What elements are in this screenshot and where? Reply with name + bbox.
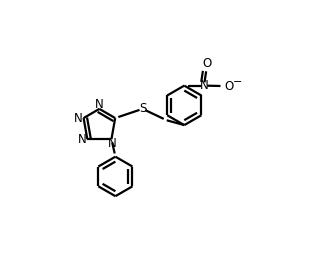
Text: −: − [233, 77, 242, 87]
Text: N: N [78, 133, 86, 146]
Text: O: O [202, 57, 211, 70]
Text: N: N [108, 138, 117, 151]
Text: O: O [225, 80, 234, 93]
Text: N: N [95, 98, 104, 111]
Text: N: N [200, 79, 208, 92]
Text: N: N [74, 111, 82, 124]
Text: S: S [139, 102, 146, 115]
